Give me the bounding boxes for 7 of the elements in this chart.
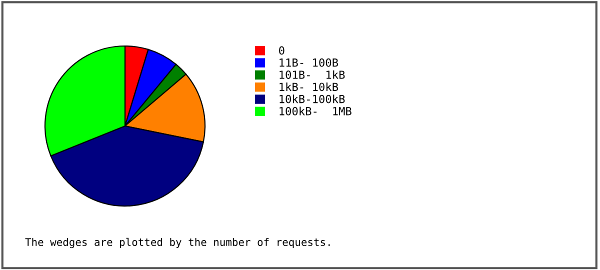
- legend-label: 1kB- 10kB: [280, 82, 338, 92]
- legend-label: 100kB- 1MB: [280, 106, 352, 116]
- text: The wedges are plotted by the number of requests.: [25, 238, 330, 248]
- legend-label: 0: [279, 46, 284, 55]
- legend-label: 10kB-100kB: [280, 94, 345, 104]
- legend-label: 11B- 100B: [280, 58, 338, 67]
- legend-label: 101B- 1kB: [280, 70, 345, 79]
